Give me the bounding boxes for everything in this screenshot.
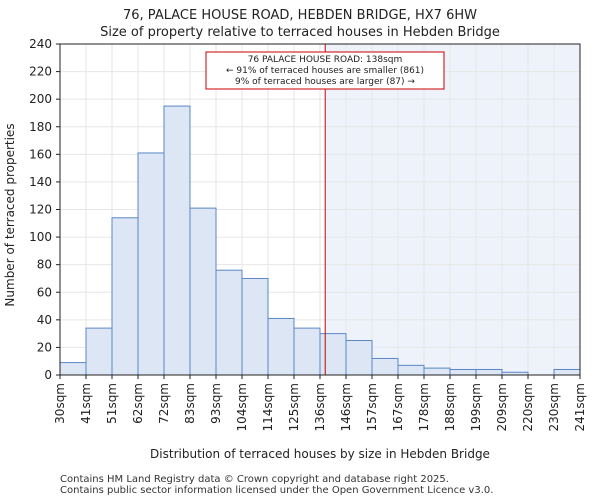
histogram-bar [189, 207, 217, 376]
x-tick-label: 83sqm [183, 383, 197, 424]
histogram-bar [371, 357, 399, 376]
y-tick-label: 100 [29, 230, 52, 244]
x-tick-label: 209sqm [495, 383, 509, 431]
x-tick-label: 125sqm [287, 383, 301, 431]
y-tick-label: 0 [44, 368, 52, 382]
y-tick-label: 220 [29, 65, 52, 79]
histogram-bar [267, 317, 295, 376]
x-tick-label: 241sqm [573, 383, 587, 431]
y-tick-label: 160 [29, 147, 52, 161]
x-tick-label: 136sqm [313, 383, 327, 431]
histogram-bar [241, 277, 269, 376]
x-tick-label: 188sqm [443, 383, 457, 431]
y-tick-label: 140 [29, 175, 52, 189]
footer-line2: Contains public sector information licen… [60, 485, 494, 496]
histogram-bar [137, 152, 165, 376]
x-tick-label: 30sqm [53, 383, 67, 424]
y-tick-label: 120 [29, 203, 52, 217]
histogram-bar [85, 327, 113, 376]
x-tick-label: 178sqm [417, 383, 431, 431]
chart-title-line2: Size of property relative to terraced ho… [100, 25, 500, 40]
histogram-bar [423, 367, 451, 376]
footer-line1: Contains HM Land Registry data © Crown c… [60, 474, 449, 485]
histogram-bar [449, 368, 477, 376]
histogram-bar [475, 368, 503, 376]
x-tick-label: 114sqm [261, 383, 275, 431]
histogram-bar [293, 327, 321, 376]
y-tick-label: 240 [29, 37, 52, 51]
y-tick-label: 200 [29, 92, 52, 106]
y-tick-label: 60 [37, 285, 52, 299]
y-tick-label: 80 [37, 258, 52, 272]
y-tick-label: 180 [29, 120, 52, 134]
histogram-bar [553, 368, 581, 376]
histogram-bar [397, 364, 425, 376]
footer: Contains HM Land Registry data © Crown c… [60, 474, 493, 496]
x-tick-label: 167sqm [391, 383, 405, 431]
histogram-chart: 76, PALACE HOUSE ROAD, HEBDEN BRIDGE, HX… [3, 8, 587, 461]
x-tick-label: 93sqm [209, 383, 223, 424]
x-tick-label: 199sqm [469, 383, 483, 431]
histogram-bar [345, 340, 373, 376]
x-tick-label: 104sqm [235, 383, 249, 431]
histogram-bar [319, 333, 347, 376]
annotation-box: 76 PALACE HOUSE ROAD: 138sqm ← 91% of te… [205, 51, 445, 90]
y-axis-label: Number of terraced properties [3, 123, 17, 306]
x-tick-label: 41sqm [79, 383, 93, 424]
x-axis-label: Distribution of terraced houses by size … [150, 447, 490, 461]
x-tick-label: 157sqm [365, 383, 379, 431]
histogram-bar [111, 217, 139, 376]
x-tick-label: 230sqm [547, 383, 561, 431]
annotation-line2: ← 91% of terraced houses are smaller (86… [226, 66, 424, 76]
x-tick-label: 146sqm [339, 383, 353, 431]
annotation-line1: 76 PALACE HOUSE ROAD: 138sqm [248, 55, 403, 65]
x-tick-label: 220sqm [521, 383, 535, 431]
histogram-bar [215, 269, 243, 376]
x-tick-label: 62sqm [131, 383, 145, 424]
y-tick-label: 20 [37, 340, 52, 354]
x-tick-label: 72sqm [157, 383, 171, 424]
histogram-bar [59, 362, 87, 376]
chart-title-line1: 76, PALACE HOUSE ROAD, HEBDEN BRIDGE, HX… [123, 8, 477, 23]
x-tick-label: 51sqm [105, 383, 119, 424]
annotation-frame [205, 51, 445, 90]
histogram-bar [163, 105, 191, 376]
annotation-line3: 9% of terraced houses are larger (87) → [235, 77, 415, 87]
y-tick-label: 40 [37, 313, 52, 327]
